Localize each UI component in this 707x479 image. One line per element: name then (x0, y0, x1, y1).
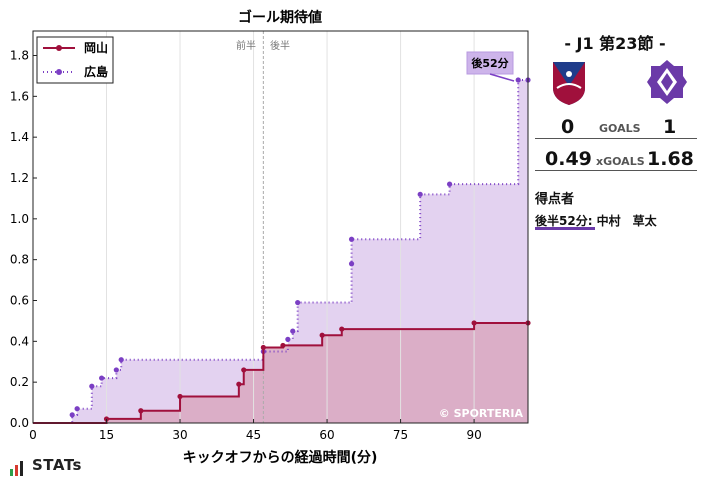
x-axis-label: キックオフからの経過時間(分) (183, 449, 378, 466)
series-point-0 (236, 381, 242, 387)
x-tick-label: 75 (393, 428, 408, 442)
goal-annotation: 後52分 (466, 51, 515, 82)
x-tick-label: 0 (29, 428, 37, 442)
second-half-label: 後半 (270, 39, 290, 52)
series-point-0 (103, 416, 110, 422)
goal-annotation-pointer (489, 73, 515, 82)
series-point-1 (417, 191, 423, 197)
xgoals-label: xGOALS (596, 155, 645, 168)
series-line-0 (33, 321, 528, 424)
series-point-0 (177, 393, 183, 400)
y-tick-label: 0.4 (10, 334, 29, 348)
home-team-crest-icon (553, 62, 585, 105)
goals-label: GOALS (599, 122, 641, 135)
y-tick-label: 0.6 (10, 294, 29, 308)
goals-divider (535, 138, 697, 139)
first-half-label: 前半 (236, 39, 256, 52)
series-point-1 (69, 412, 75, 418)
plot-grid (106, 31, 475, 423)
series-point-0 (260, 344, 266, 351)
x-tick-label: 30 (172, 428, 187, 442)
series-point-0 (339, 326, 345, 332)
plot-axes: 0 15 30 45 60 75 90 0.0 0.2 0.4 0.6 0.8 1.0 1.2 1.4 1.6… (10, 30, 529, 442)
series-point-0 (319, 332, 325, 338)
series-point-1 (290, 328, 296, 334)
goal-annotation-label: 後52分 (471, 56, 508, 70)
scorers-heading: 得点者 (535, 192, 575, 207)
y-tick-label: 0.0 (10, 416, 29, 430)
y-tick-label: 1.4 (10, 130, 29, 144)
series-point-1 (348, 236, 355, 242)
y-tick-label: 1.8 (10, 49, 29, 63)
legend-away-marker (56, 69, 62, 75)
legend-away-label: 広島 (84, 64, 108, 79)
legend-box (36, 36, 114, 84)
series-point-1 (446, 181, 453, 187)
y-tick-label: 0.2 (10, 375, 29, 389)
series-point-1 (113, 367, 119, 373)
x-tick-label: 90 (466, 428, 481, 442)
series-point-1 (74, 406, 80, 412)
home-goals: 0 (561, 116, 575, 138)
xgoals-divider (535, 170, 697, 171)
x-tick-label: 45 (246, 428, 261, 442)
y-tick-label: 1.6 (10, 89, 29, 103)
series-point-1 (285, 336, 291, 342)
away-xgoals: 1.68 (647, 148, 694, 170)
scorer-entry: 後半52分: 中村 草太 (535, 214, 657, 228)
plot-lines (33, 77, 531, 424)
y-tick-label: 0.8 (10, 253, 29, 267)
series-point-0 (471, 320, 477, 326)
series-point-1 (515, 77, 521, 83)
legend-home-label: 岡山 (84, 40, 108, 55)
y-tick-label: 1.2 (10, 171, 29, 185)
y-tick-label: 1.0 (10, 212, 29, 226)
series-point-1 (295, 299, 301, 306)
legend-home-marker (56, 45, 62, 51)
x-tick-label: 15 (99, 428, 114, 442)
series-point-1 (118, 357, 124, 363)
series-point-0 (241, 367, 247, 373)
series-point-1 (99, 375, 105, 381)
stats-brand-name: STATs (32, 456, 82, 474)
x-tick-label: 60 (319, 428, 334, 442)
series-point-0 (280, 342, 286, 349)
series-point-1 (89, 383, 95, 389)
legend: 岡山 広島 (36, 36, 114, 84)
plot-frame (32, 30, 529, 424)
away-team-crest-icon (647, 60, 687, 104)
series-point-1 (348, 261, 355, 267)
watermark: © SPORTERIA (439, 407, 524, 420)
chart-title: ゴール期待値 (238, 9, 322, 26)
match-title: - J1 第23節 - (564, 34, 666, 53)
series-fill-0 (33, 322, 528, 423)
away-goals: 1 (663, 116, 677, 138)
home-xgoals: 0.49 (545, 148, 592, 170)
series-point-0 (138, 408, 144, 414)
scorer-team-underline (535, 227, 595, 230)
plot-fills (33, 80, 528, 423)
